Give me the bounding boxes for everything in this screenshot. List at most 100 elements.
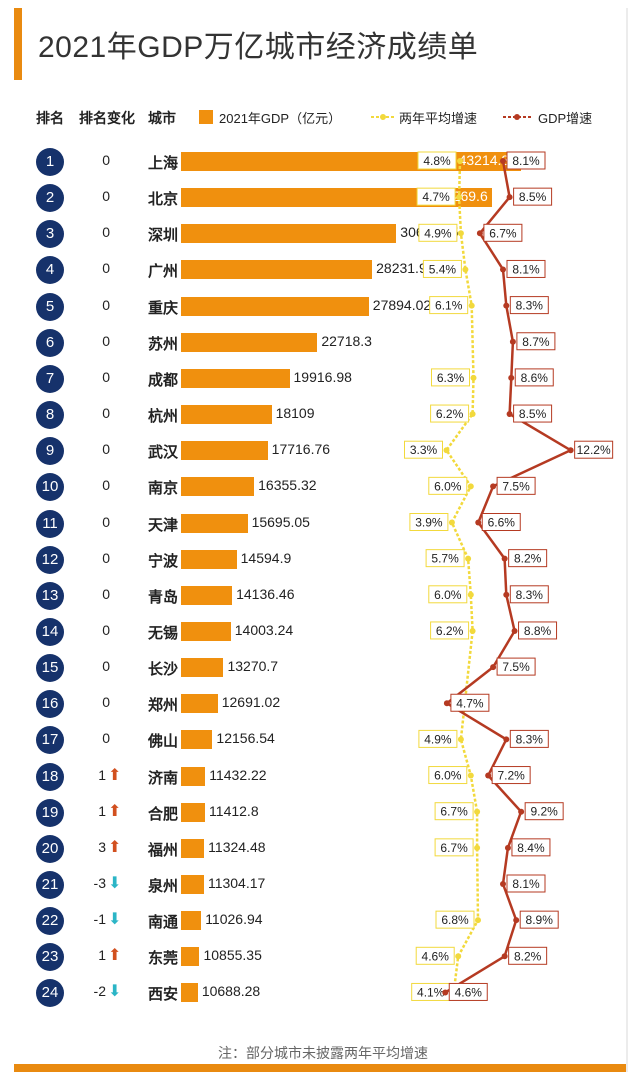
gdp-growth-label-box [481, 513, 521, 531]
rank-badge: 22 [36, 907, 64, 936]
gdp-growth-label: 6.7% [489, 226, 517, 240]
table-row: 19 1 ⬆ 合肥 11412.8 [0, 798, 640, 834]
avg-growth-label-box [415, 946, 455, 965]
header-rank-change: 排名变化 [79, 110, 135, 126]
gdp-growth-label: 8.2% [514, 552, 542, 566]
gdp-growth-point [500, 158, 506, 164]
city-name: 佛山 [148, 733, 179, 751]
gdp-growth-point [475, 519, 482, 526]
legend-avg: 两年平均增速 [399, 111, 478, 126]
gdp-growth-point [506, 194, 513, 201]
gdp-bar [181, 188, 492, 208]
avg-growth-label: 5.7% [431, 552, 459, 566]
gdp-value: 15695.05 [251, 513, 310, 530]
rank-change: 0 [102, 513, 110, 530]
avg-growth-label: 4.1% [417, 985, 445, 999]
rank-badge: 7 [36, 364, 64, 393]
gdp-bar [181, 441, 268, 461]
gdp-growth-label-box [448, 982, 488, 1001]
avg-growth-label: 4.7% [422, 190, 450, 204]
avg-growth-label-box [430, 621, 470, 640]
table-row: 5 0 重庆 27894.02 [0, 292, 640, 328]
gdp-value: 16355.32 [258, 477, 317, 494]
avg-growth-label-box [431, 368, 470, 387]
legend-gdp: 2021年GDP（亿元） [219, 111, 342, 126]
gdp-growth-label: 7.5% [502, 660, 530, 674]
gdp-value: 22718.3 [321, 332, 372, 349]
gdp-bar [181, 838, 205, 858]
gdp-growth-label-box [506, 151, 546, 170]
rank-badge: 9 [36, 437, 64, 466]
city-name: 宁波 [148, 552, 179, 570]
avg-growth-label-box [418, 729, 458, 748]
gdp-growth-line [444, 160, 574, 994]
avg-growth-label: 6.1% [435, 299, 463, 313]
legend-avg-marker [371, 114, 395, 120]
avg-growth-label: 6.0% [434, 769, 462, 783]
avg-growth-label-box [416, 187, 456, 206]
table-row: 22 -1 ⬇ 南通 11026.94 [0, 906, 640, 942]
rank-change: 0 [102, 549, 110, 566]
rank-badge: 20 [36, 834, 64, 863]
gdp-growth-point [485, 772, 492, 779]
avg-growth-label-box [418, 223, 458, 242]
avg-growth-label: 6.0% [434, 479, 462, 493]
gdp-growth-label-box [483, 223, 523, 242]
avg-growth-label-box [430, 404, 470, 423]
table-row: 8 0 杭州 18109 [0, 400, 640, 436]
gdp-value: 11304.17 [207, 875, 266, 891]
rank-change: 0 [102, 332, 110, 349]
rank-badge: 4 [36, 256, 64, 285]
table-row: 9 0 武汉 17716.76 [0, 436, 640, 472]
rank-badge: 12 [36, 545, 64, 574]
avg-growth-label-box [434, 802, 474, 821]
gdp-value: 14003.24 [234, 621, 294, 638]
city-name: 北京 [148, 191, 179, 209]
gdp-growth-label-box [508, 549, 548, 568]
avg-growth-label: 5.4% [429, 262, 457, 276]
rank-badge: 14 [36, 617, 64, 646]
gdp-growth-label: 4.6% [455, 985, 483, 999]
gdp-growth-point [490, 483, 497, 490]
rank-change: 0 [102, 658, 110, 675]
rank-badge: 2 [36, 184, 64, 213]
city-name: 武汉 [148, 444, 179, 462]
gdp-growth-label-box [574, 440, 614, 459]
avg-growth-point [457, 736, 464, 743]
rank-change: 0 [102, 585, 110, 602]
city-name: 福州 [148, 841, 179, 859]
rank-change: 0 [102, 368, 110, 385]
avg-growth-label-box [428, 585, 468, 604]
avg-growth-point [456, 194, 463, 201]
avg-growth-label: 6.2% [436, 407, 464, 421]
gdp-growth-label: 8.1% [512, 877, 540, 891]
gdp-value: 11432.22 [209, 766, 267, 783]
gdp-value: 19916.98 [293, 368, 352, 385]
gdp-growth-label-box [516, 332, 556, 351]
table-row: 14 0 无锡 14003.24 [0, 617, 640, 653]
avg-growth-point [457, 158, 463, 164]
city-name: 西安 [148, 986, 179, 1004]
gdp-value: 10855.35 [203, 947, 262, 964]
gdp-growth-label: 8.3% [516, 732, 544, 746]
legend-gdp-swatch [199, 110, 213, 124]
arrow-up-icon: ⬆ [108, 766, 122, 784]
rank-change: 0 [102, 224, 110, 241]
gdp-growth-label: 8.2% [514, 949, 542, 963]
city-name: 南京 [148, 480, 179, 498]
gdp-bar [181, 549, 237, 569]
table-row: 11 0 天津 15695.05 [0, 509, 640, 545]
avg-growth-label: 3.3% [410, 443, 438, 457]
gdp-growth-point [513, 917, 520, 924]
rank-change: 1 [98, 802, 106, 819]
city-name: 上海 [148, 155, 179, 172]
gdp-growth-point [506, 411, 513, 418]
gdp-bar [181, 730, 213, 750]
gdp-growth-label-box [506, 259, 546, 278]
gdp-growth-label: 8.3% [516, 299, 544, 313]
rank-change: 0 [102, 188, 110, 205]
frame-right-border [626, 8, 628, 1072]
gdp-growth-label: 4.7% [456, 696, 484, 710]
gdp-growth-point [509, 338, 516, 345]
